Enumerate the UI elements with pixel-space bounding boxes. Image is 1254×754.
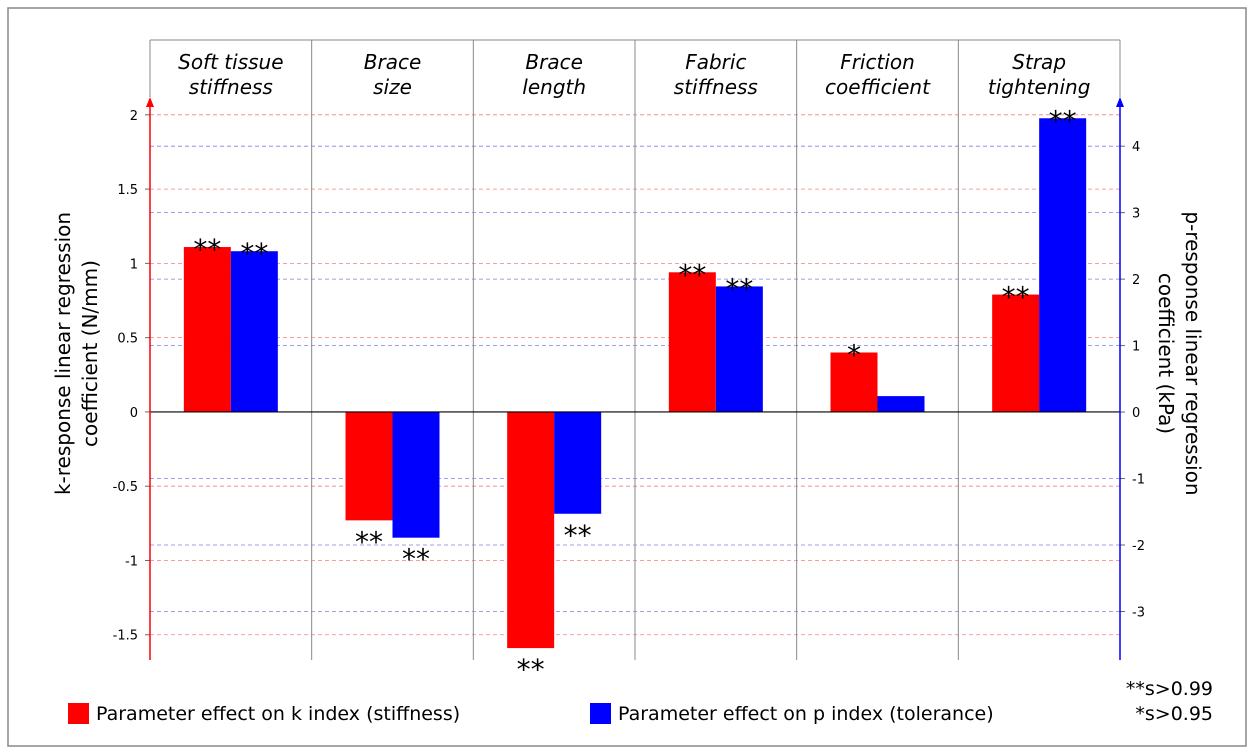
y2-tick-label: -3 [1132,605,1145,620]
bar [345,411,393,521]
footnote: **s>0.99 [1126,678,1213,700]
bar [992,294,1040,412]
legend-label: Parameter effect on p index (tolerance) [618,703,994,725]
y-tick-label: -0.5 [113,480,138,495]
category-label: Strap [1012,50,1066,74]
y-tick-label: 0 [130,406,138,421]
y2-tick-label: -1 [1132,473,1145,488]
significance-label: * [847,339,861,372]
bar [1039,118,1087,413]
y2-tick-label: 0 [1132,406,1140,421]
bar [668,272,716,412]
category-label: Brace [364,50,422,74]
legend-swatch [68,703,89,724]
significance-label: ** [678,258,706,291]
y2-tick-label: 3 [1132,207,1140,222]
y-axis-title: k-response linear regression [51,212,75,495]
category-label: Fabric [685,50,746,74]
legend-swatch [590,703,611,724]
y2-axis-title: coefficient (kPa) [1154,273,1178,434]
significance-label: ** [402,543,430,576]
category-label: Soft tissue [178,50,283,74]
y-tick-label: 1 [130,257,138,272]
category-label: Brace [525,50,583,74]
bar [554,412,602,514]
category-label: size [373,75,412,99]
y2-axis-title: p-response linear regression [1181,211,1205,495]
bar [183,247,231,412]
category-label: Friction [840,50,915,74]
y-axis-title: coefficient (N/mm) [78,260,102,447]
y-tick-label: -1 [125,554,138,569]
significance-label: ** [193,233,221,266]
y2-axis-arrow [1116,97,1124,107]
y2-tick-label: 1 [1132,340,1140,355]
y2-tick-label: 4 [1132,140,1140,155]
bar [507,411,555,649]
category-label: stiffness [674,75,758,99]
category-label: stiffness [189,75,273,99]
y-tick-label: 2 [130,109,138,124]
bar [230,251,278,413]
significance-label: ** [564,519,592,552]
significance-label: ** [517,653,545,686]
category-label: tightening [988,75,1091,99]
significance-label: ** [355,525,383,558]
bar [830,352,878,412]
significance-label: ** [725,272,753,305]
category-label: length [522,75,586,99]
y-tick-label: 0.5 [117,332,138,347]
significance-label: ** [1049,104,1077,137]
legend-label: Parameter effect on k index (stiffness) [96,703,460,725]
bar [877,396,925,413]
bar [715,286,763,413]
significance-label: ** [240,237,268,270]
y-tick-label: 1.5 [117,183,138,198]
bar [392,412,440,538]
y2-tick-label: -2 [1132,539,1145,554]
y2-tick-label: 2 [1132,273,1140,288]
y-axis-arrow [146,97,154,107]
significance-label: ** [1002,281,1030,314]
category-label: coefficient [825,75,931,99]
footnote: *s>0.95 [1135,703,1213,725]
y-tick-label: -1.5 [113,629,138,644]
